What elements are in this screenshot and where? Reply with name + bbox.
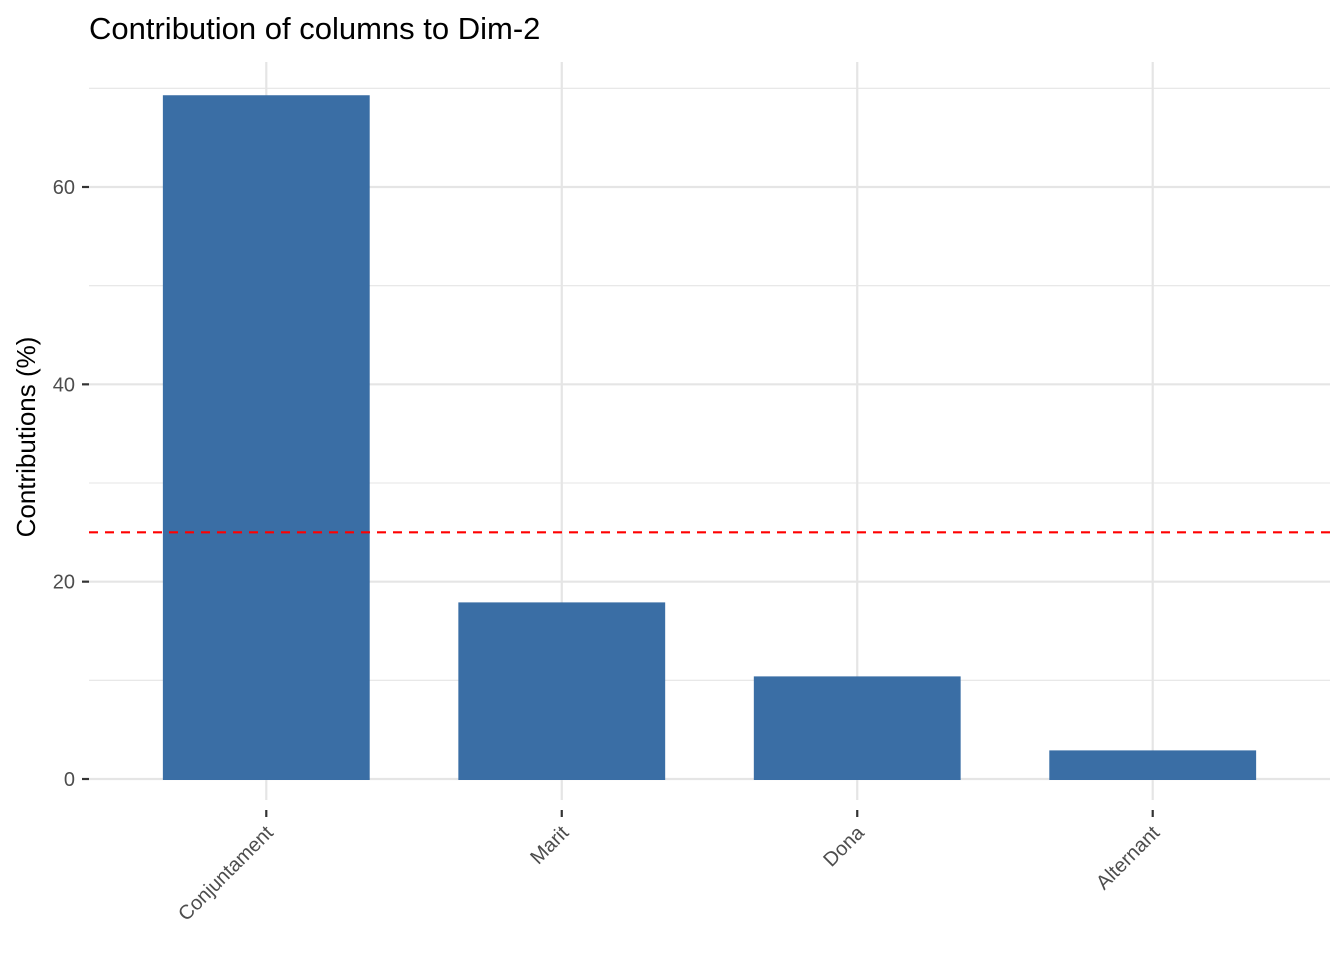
x-tick-label: Dona [819, 821, 869, 871]
y-tick-label: 40 [53, 374, 75, 396]
bar-alternant [1049, 750, 1257, 780]
chart-title: Contribution of columns to Dim-2 [89, 11, 540, 46]
x-tick-label: Marit [526, 822, 573, 869]
y-tick-label: 60 [53, 177, 75, 199]
x-tick-label: Alternant [1092, 822, 1164, 894]
y-tick-label: 20 [53, 572, 75, 594]
y-tick-label: 0 [64, 769, 75, 791]
bar-marit [458, 602, 666, 780]
x-tick-label: Conjuntament [174, 822, 278, 926]
bar-conjuntament [162, 95, 370, 781]
bars [162, 95, 1257, 781]
bar-dona [753, 676, 961, 780]
y-axis-title: Contributions (%) [11, 337, 41, 538]
